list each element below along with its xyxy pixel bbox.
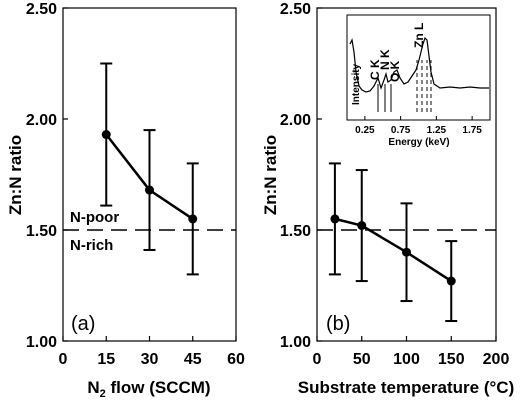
x-tick-label-b: 200 xyxy=(483,351,510,368)
x-axis-label-b: Substrate temperature (°C) xyxy=(298,378,515,397)
y-tick-label-a: 1.00 xyxy=(26,334,57,351)
inset-x-tick-label: 1.75 xyxy=(462,125,482,136)
inset-x-tick-label: 0.25 xyxy=(355,125,375,136)
eds-inset: 0.25 0.75 1.25 1.75 C K N K O K Zn L Intens… xyxy=(346,14,491,148)
x-tick-label-b: 0 xyxy=(313,351,322,368)
y-tick-label-b: 2.00 xyxy=(280,112,311,129)
inset-y-label: Intensity xyxy=(351,63,362,105)
peak-label-n: N K xyxy=(378,49,392,70)
x-axis-label-a-main: N xyxy=(87,378,99,397)
data-point-b xyxy=(402,247,411,257)
panel-b: 0 50 100 150 200 1.00 1.50 2.00 2.50 (b) Zn:N ra… xyxy=(261,1,514,397)
x-axis-label-a-sub: 2 xyxy=(100,388,106,400)
y-tick-label-b: 1.50 xyxy=(280,223,311,240)
data-point-b xyxy=(357,221,367,231)
y-tick-label-a: 1.50 xyxy=(26,223,57,240)
eds-spectrum-line xyxy=(349,36,489,93)
inset-x-tick-label: 0.75 xyxy=(391,125,411,136)
inset-x-tick-label: 1.25 xyxy=(427,125,447,136)
data-point-a xyxy=(101,130,111,140)
data-point-a xyxy=(145,185,154,195)
peak-label-c: C K xyxy=(368,59,382,80)
annotation-n-poor: N-poor xyxy=(70,209,119,226)
peak-label-o: O K xyxy=(388,60,402,82)
x-tick-label-b: 50 xyxy=(353,351,371,368)
series-line-b xyxy=(334,217,452,283)
data-point-a xyxy=(188,214,198,224)
y-tick-label-a: 2.50 xyxy=(26,1,57,18)
x-tick-label-a: 0 xyxy=(59,351,68,368)
y-tick-label-b: 2.50 xyxy=(280,1,311,18)
x-tick-label-b: 150 xyxy=(438,351,465,368)
inset-frame xyxy=(346,14,491,121)
peak-label-zn: Zn L xyxy=(412,23,426,48)
y-tick-label-b: 1.00 xyxy=(280,334,311,351)
panel-label-b: (b) xyxy=(326,313,350,335)
data-point-b xyxy=(446,276,456,286)
inset-x-label: Energy (keV) xyxy=(388,137,449,148)
x-axis-label-a-rest: flow (SCCM) xyxy=(106,378,211,397)
data-point-b xyxy=(330,214,340,224)
y-axis-label-a: Zn:N ratio xyxy=(6,135,25,215)
x-tick-label-a: 60 xyxy=(227,351,245,368)
x-tick-label-a: 15 xyxy=(97,351,115,368)
y-axis-label-b: Zn:N ratio xyxy=(261,135,280,215)
x-tick-label-b: 100 xyxy=(393,351,420,368)
panel-label-a: (a) xyxy=(71,313,95,335)
x-axis-label-a: N2 flow (SCCM) xyxy=(87,378,210,400)
x-tick-label-a: 30 xyxy=(141,351,159,368)
y-tick-label-a: 2.00 xyxy=(26,112,57,129)
annotation-n-rich: N-rich xyxy=(70,237,113,254)
x-tick-label-a: 45 xyxy=(184,351,202,368)
panel-a: 0 15 30 45 601.001.502.002.50 N-poor N-rich … xyxy=(6,1,245,400)
